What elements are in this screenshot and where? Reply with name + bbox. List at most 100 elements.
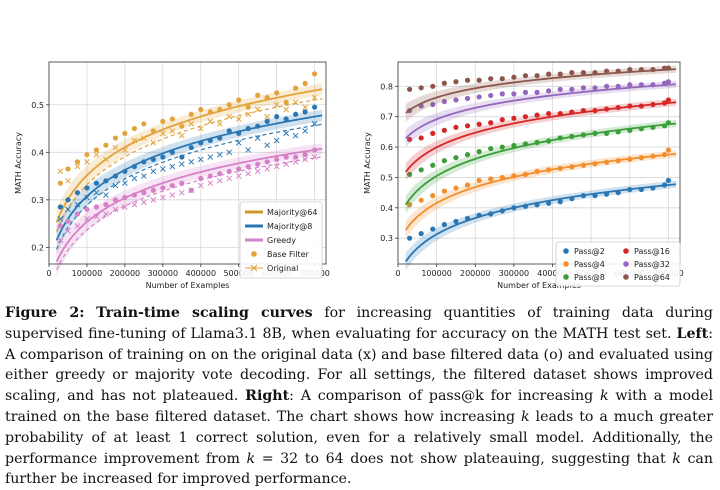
caption-text: for increasing quantities of training da…	[5, 305, 713, 342]
y-tick-label: 0.4	[31, 148, 44, 157]
pass-8-point	[418, 167, 424, 173]
greedy-filtered-point	[198, 175, 204, 182]
majority-8-original-point	[65, 206, 71, 213]
greedy-original-point	[292, 158, 299, 165]
pass-8-point	[557, 135, 563, 141]
greedy-original-fit-line	[56, 156, 323, 270]
pass-8-point	[488, 145, 494, 152]
pass-16-point	[546, 111, 552, 117]
greedy-filtered-point	[283, 154, 289, 160]
majority-8-filtered-point	[74, 190, 81, 196]
pass-2-point	[592, 193, 598, 199]
pass-2-point	[441, 221, 447, 228]
pass-64-point	[569, 70, 575, 76]
majority-8-original-point	[245, 147, 252, 153]
pass-8-point	[650, 124, 656, 130]
legend-pass-64-label: Pass@64	[634, 273, 670, 282]
majority-64-original-point	[57, 168, 64, 175]
greedy-filtered-point	[57, 223, 63, 229]
x-tick-label: 200000	[460, 269, 491, 278]
pass-8-point	[638, 126, 644, 132]
pass-32-point	[464, 95, 471, 102]
majority-64-original-point	[216, 120, 223, 127]
pass-16-point	[604, 106, 610, 112]
pass-4-point	[499, 174, 505, 181]
pass-32-point	[522, 89, 529, 95]
pass-8-point	[453, 155, 459, 161]
pass-64-point	[534, 73, 540, 79]
majority-8-original-point	[216, 151, 223, 158]
majority-64-original-point	[159, 130, 166, 137]
majority-8-original-point	[197, 156, 204, 163]
caption-text: leads to a much greater probability of a…	[5, 408, 713, 467]
pass-4-point	[430, 193, 436, 199]
pass-32-point	[511, 91, 517, 97]
pass-64-point	[430, 83, 436, 89]
majority-64-filtered-point	[217, 106, 223, 113]
pass-2-point	[406, 235, 413, 241]
pass-32-point	[499, 91, 505, 97]
pass-8-point	[592, 130, 598, 136]
pass-2-point	[522, 203, 529, 209]
pass-16-point	[661, 100, 668, 106]
greedy-original-point	[131, 201, 138, 208]
legend-pass-4-swatch	[563, 261, 569, 267]
pass-4-point	[580, 162, 587, 168]
x-tick-label: 100000	[421, 269, 452, 278]
majority-64-original-point	[254, 106, 261, 113]
pass-32-point	[476, 94, 482, 100]
majority-8-filtered-point	[112, 173, 119, 179]
majority-8-original-point	[311, 120, 318, 127]
x-axis-label: Number of Examples	[146, 281, 230, 290]
pass-2-point	[615, 190, 621, 196]
y-tick-label: 0.6	[380, 143, 393, 152]
x-tick-label: 200000	[110, 269, 141, 278]
pass-4-point	[453, 185, 459, 191]
pass-2-point	[650, 185, 656, 191]
greedy-filtered-point	[264, 159, 270, 165]
majority-64-filtered-point	[207, 109, 213, 115]
pass-64-point	[638, 66, 644, 73]
pass-2-point	[665, 177, 672, 184]
pass-64-point	[418, 85, 424, 91]
pass-32-point	[441, 98, 447, 105]
greedy-original-point	[245, 170, 252, 177]
caption-left-label: Left	[676, 325, 709, 342]
pass-8-point	[511, 142, 517, 149]
greedy-original-point	[283, 161, 290, 168]
greedy-original-point	[74, 223, 81, 229]
legend-majority-8-label: Majority@8	[267, 222, 312, 231]
majority-64-filtered-point	[255, 92, 261, 98]
pass-2-point	[661, 182, 668, 188]
pass-4-point	[592, 161, 598, 167]
pass-4-point	[476, 177, 482, 184]
majority-64-original-point	[103, 156, 109, 163]
majority-8-original-point	[273, 137, 280, 144]
majority-64-original-point	[122, 147, 128, 153]
x-tick-label: 0	[46, 269, 51, 278]
majority-8-filtered-point	[255, 123, 261, 129]
pass-4-point	[627, 156, 633, 162]
greedy-filtered-point	[160, 185, 166, 191]
pass-4-point	[615, 158, 621, 164]
y-tick-label: 0.7	[380, 113, 393, 122]
greedy-original-point	[84, 215, 90, 222]
majority-8-original-point	[131, 175, 138, 182]
greedy-filtered-point	[141, 190, 147, 196]
greedy-filtered-point	[245, 163, 251, 170]
majority-8-filtered-point	[103, 178, 109, 184]
majority-64-original-point	[245, 111, 252, 118]
majority-64-filtered-point	[74, 159, 81, 165]
pass-64-point	[488, 76, 494, 82]
greedy-original-point	[264, 166, 271, 172]
majority-8-filtered-point	[141, 159, 147, 165]
pass-4-point	[569, 164, 575, 170]
majority-8-filtered-point	[217, 135, 223, 141]
pass-8-point	[569, 133, 575, 140]
majority-8-filtered-point	[283, 116, 289, 122]
y-tick-label: 0.2	[31, 243, 44, 252]
y-tick-label: 0.3	[31, 196, 44, 205]
greedy-original-point	[169, 192, 176, 198]
pass-16-point	[615, 104, 621, 111]
greedy-filtered-point	[207, 173, 213, 179]
